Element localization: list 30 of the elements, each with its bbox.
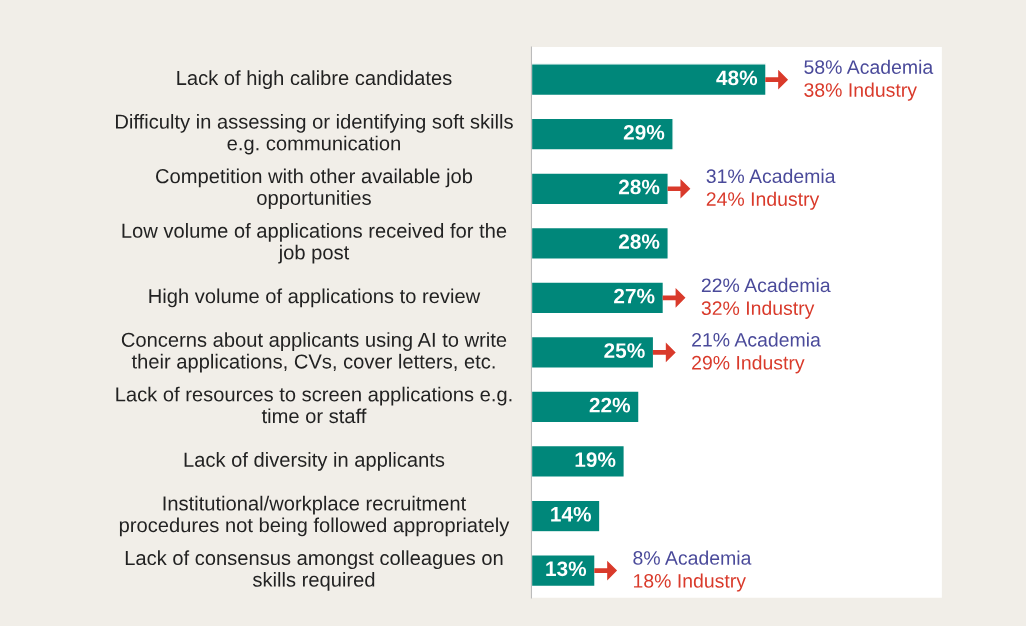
data-label: 28% <box>618 179 660 195</box>
data-label: 28% <box>618 234 660 249</box>
annotation: 58% Academia <box>804 59 934 74</box>
data-label: 25% <box>604 343 645 358</box>
data-label: 22% <box>589 397 631 413</box>
annotation: 21% Academia <box>692 332 821 347</box>
y-tick-label: Competition with other available job opportunities <box>156 168 473 209</box>
data-label: 19% <box>575 452 616 468</box>
y-tick-label: High volume of applications to review <box>149 288 481 308</box>
y-tick-label: Institutional/workplace recruitment procedures not being followed appropriately <box>119 495 510 537</box>
y-tick-label: Low volume of applications received for the job post <box>122 223 507 264</box>
y-tick-label: Concerns about applicants using AI to write their applications, CVs, cover letters, etc. <box>121 332 507 373</box>
annotation: 8% Academia <box>633 550 752 565</box>
annotation: 22% Academia <box>701 277 831 293</box>
y-tick-label: Difficulty in assessing or identifying soft skills e.g. communication <box>116 113 513 155</box>
annotation: 18% Industry <box>633 573 746 592</box>
data-label: 29% <box>623 125 665 140</box>
annotation: 32% Industry <box>701 300 815 319</box>
y-tick-label: Lack of resources to screen applications e.g. time or staff <box>116 386 512 424</box>
annotation: 29% Industry <box>692 355 805 374</box>
annotation: 24% Industry <box>706 191 820 210</box>
y-tick-label: Lack of consensus amongst colleagues on skills required <box>125 550 503 591</box>
data-label: 48% <box>716 70 758 86</box>
y-tick-label: Lack of diversity in applicants <box>184 452 445 471</box>
data-label: 14% <box>551 506 591 522</box>
annotation: 38% Industry <box>804 82 917 101</box>
annotation: 31% Academia <box>706 168 836 184</box>
data-label: 13% <box>546 561 587 577</box>
y-tick-label: Lack of high calibre candidates <box>177 70 452 90</box>
data-label: 27% <box>614 288 655 304</box>
